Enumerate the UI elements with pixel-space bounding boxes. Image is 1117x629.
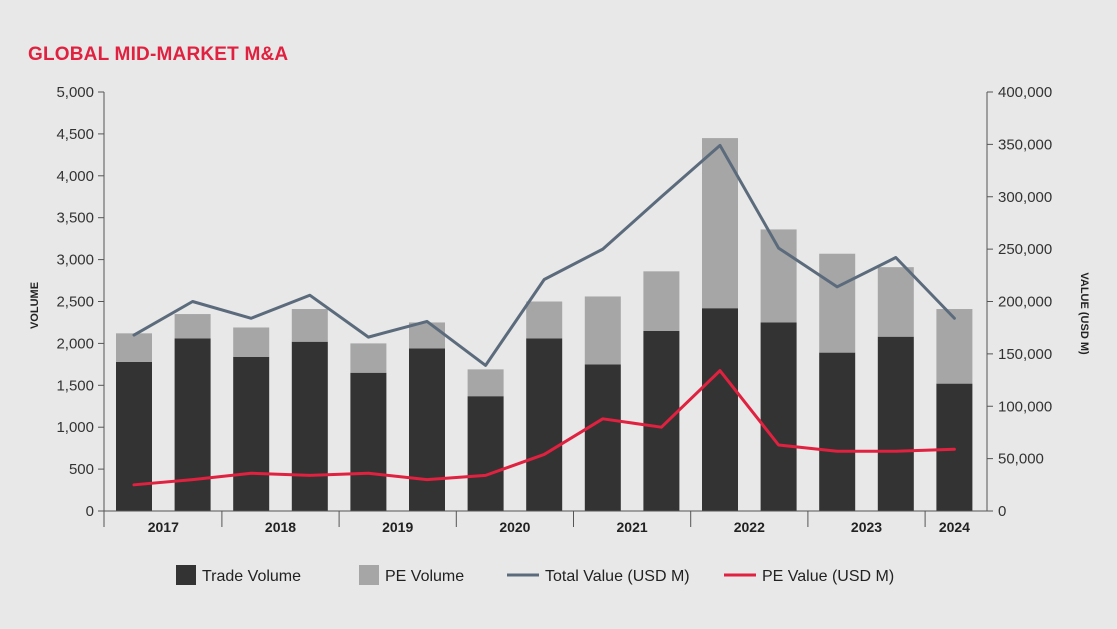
trade-volume-bar — [233, 356, 270, 511]
legend-label-total-value-usd-m: Total Value (USD M) — [545, 568, 690, 585]
trade-volume-bar — [291, 341, 328, 511]
right-axis-tick-label: 350,000 — [998, 136, 1052, 153]
legend-swatch-trade-volume — [176, 565, 196, 585]
legend-label-trade-volume: Trade Volume — [202, 568, 301, 585]
trade-volume-bar — [116, 361, 152, 511]
pe-volume-bar — [819, 253, 856, 353]
trade-volume-bar — [526, 338, 563, 511]
trade-volume-bar — [174, 338, 211, 511]
year-label: 2019 — [382, 519, 413, 535]
y2-axis-title: VALUE (USD M) — [1078, 272, 1090, 355]
pe-value-usd-m-line — [132, 369, 956, 487]
legend-label-pe-value-usd-m: PE Value (USD M) — [762, 568, 894, 585]
pe-volume-bar — [702, 138, 738, 309]
y-axis-title: VOLUME — [29, 282, 41, 329]
right-axis-tick-label: 50,000 — [998, 451, 1044, 468]
trade-volume-bar — [702, 308, 738, 511]
left-axis-tick-label: 3,000 — [56, 252, 94, 269]
right-axis-tick-label: 100,000 — [998, 398, 1052, 415]
trade-volume-bar — [409, 348, 445, 511]
year-label: 2021 — [617, 519, 648, 535]
right-axis-tick-label: 400,000 — [998, 84, 1052, 101]
year-label: 2017 — [148, 519, 179, 535]
trade-volume-bar — [467, 396, 504, 511]
trade-volume-bar — [643, 330, 680, 511]
pe-volume-bar — [584, 296, 621, 365]
pe-volume-bar — [467, 369, 504, 397]
left-axis-tick-label: 1,500 — [56, 377, 94, 394]
pe-volume-bar — [291, 309, 328, 342]
pe-volume-bar — [643, 271, 680, 331]
trade-volume-bar — [350, 372, 387, 511]
trade-volume-bar — [877, 336, 914, 511]
right-axis-tick-label: 250,000 — [998, 241, 1052, 258]
pe-volume-bar — [526, 301, 563, 339]
pe-volume-bar — [760, 229, 797, 323]
left-axis-tick-label: 500 — [69, 461, 94, 478]
left-axis-tick-label: 4,500 — [56, 126, 94, 143]
pe-volume-bar — [116, 333, 152, 362]
right-axis-tick-label: 150,000 — [998, 346, 1052, 363]
chart-title: GLOBAL MID-MARKET M&A — [28, 44, 289, 65]
trade-volume-bar — [760, 322, 797, 511]
left-axis-tick-label: 1,000 — [56, 419, 94, 436]
year-label: 2024 — [939, 519, 970, 535]
pe-volume-bar — [233, 327, 270, 357]
left-axis-tick-label: 2,500 — [56, 294, 94, 311]
left-axis-tick-label: 3,500 — [56, 210, 94, 227]
left-axis-tick-label: 0 — [86, 503, 94, 520]
pe-volume-bar — [877, 267, 914, 337]
pe-volume-bar — [350, 343, 387, 373]
trade-volume-bar — [936, 383, 973, 511]
year-label: 2022 — [734, 519, 765, 535]
total-value-usd-m-line — [132, 143, 956, 367]
trade-volume-bar — [584, 364, 621, 511]
left-axis-tick-label: 2,000 — [56, 335, 94, 352]
pe-volume-bar — [174, 314, 211, 339]
right-axis-tick-label: 300,000 — [998, 189, 1052, 206]
left-axis-tick-label: 4,000 — [56, 168, 94, 185]
right-axis-tick-label: 0 — [998, 503, 1006, 520]
right-axis-tick-label: 200,000 — [998, 294, 1052, 311]
year-label: 2018 — [265, 519, 296, 535]
trade-volume-bar — [819, 352, 856, 511]
left-axis-tick-label: 5,000 — [56, 84, 94, 101]
legend-swatch-pe-volume — [359, 565, 379, 585]
year-label: 2023 — [851, 519, 882, 535]
pe-volume-bar — [409, 322, 445, 349]
pe-volume-bar — [936, 309, 973, 384]
legend-label-pe-volume: PE Volume — [385, 568, 464, 585]
year-label: 2020 — [499, 519, 530, 535]
